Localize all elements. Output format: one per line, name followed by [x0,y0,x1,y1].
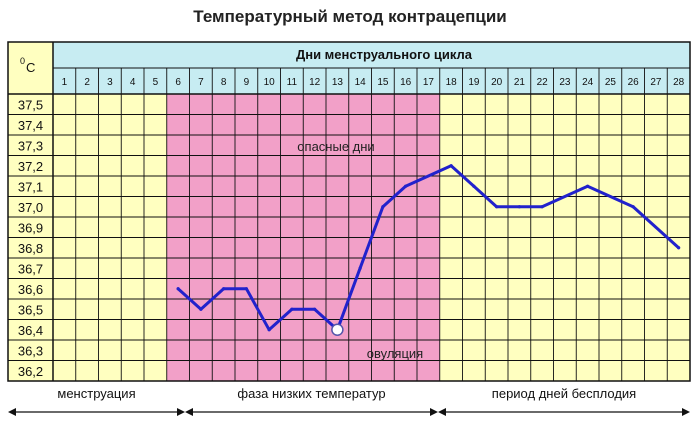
y-tick-label: 37,1 [18,179,43,194]
data-point [267,328,271,332]
x-tick-label: 24 [582,77,594,88]
x-tick-label: 11 [287,77,298,88]
ovulation-label: овуляция [367,346,423,361]
chart-series [176,164,681,336]
x-tick-label: 8 [221,77,227,88]
data-point [449,164,453,168]
x-tick-label: 13 [332,77,344,88]
phase-label: менструация [57,386,135,401]
x-axis-label: Дни менструального цикла [296,47,473,62]
x-tick-label: 25 [605,77,617,88]
phase-annotations: менструация фаза низких температур период … [8,386,690,416]
y-tick-label: 37,2 [18,159,43,174]
ovulation-marker [331,323,344,336]
x-tick-label: 10 [264,77,276,88]
unit-label-cell: 0 C [20,56,35,75]
phase-label: фаза низких температур [237,386,385,401]
phase-arrowhead-right [682,408,690,416]
chart-axis-labels: Дни менструального цикла опасные дни ову… [296,47,473,361]
data-point [358,266,362,270]
chart-grid: 1 2 3 4 5 6 7 8 9 10 11 12 13 14 15 16 17 18 19 20 21 22 23 24 2… [7,41,691,382]
data-point [540,205,544,209]
x-tick-label: 20 [491,77,503,88]
data-point [404,184,408,188]
x-tick-label: 21 [514,77,526,88]
chart-title: Температурный метод контрацепции [193,7,506,26]
data-point [176,287,180,291]
y-tick-label: 36,9 [18,220,43,235]
data-point [222,287,226,291]
data-point [631,205,635,209]
y-tick-label: 36,7 [18,261,43,276]
danger-zone-label: опасные дни [297,139,374,154]
y-tick-label: 36,8 [18,241,43,256]
data-point [199,307,203,311]
x-tick-label: 28 [673,77,685,88]
data-point [472,184,476,188]
x-tick-label: 15 [377,77,389,88]
phase-arrowhead-left [438,408,446,416]
x-tick-label: 16 [400,77,412,88]
data-point [244,287,248,291]
phase-arrowhead-left [8,408,16,416]
x-tick-label: 22 [537,77,549,88]
x-tick-label: 23 [559,77,571,88]
y-tick-label: 37,5 [18,97,43,112]
data-point [677,246,681,250]
x-tick-label: 27 [650,77,662,88]
y-tick-label: 37,3 [18,138,43,153]
phase-arrowhead-right [430,408,438,416]
x-tick-label: 1 [62,77,68,88]
x-tick-label: 14 [355,77,367,88]
y-tick-label: 36,3 [18,343,43,358]
y-tick-label: 36,6 [18,282,43,297]
data-point [517,205,521,209]
x-tick-label: 9 [244,77,250,88]
x-tick-label: 18 [446,77,458,88]
phase-arrowhead-left [185,408,193,416]
phase-arrowhead-right [177,408,185,416]
x-tick-label: 3 [107,77,113,88]
x-tick-label: 19 [468,77,480,88]
data-point [290,307,294,311]
data-point [586,184,590,188]
data-point [313,307,317,311]
y-tick-label: 36,5 [18,302,43,317]
y-tick-label: 37,4 [18,118,43,133]
unit-superscript: 0 [20,56,25,66]
unit-letter: C [26,60,35,75]
y-tick-label: 37,0 [18,200,43,215]
y-tick-label: 36,2 [18,364,43,379]
x-tick-label: 17 [423,77,435,88]
data-point [381,205,385,209]
data-point [495,205,499,209]
phase-label: период дней бесплодия [492,386,636,401]
x-tick-label: 7 [198,77,204,88]
x-tick-label: 2 [84,77,90,88]
x-tick-label: 6 [175,77,181,88]
x-tick-label: 26 [628,77,640,88]
y-tick-label: 36,4 [18,323,43,338]
x-tick-label: 5 [153,77,159,88]
x-tick-label: 12 [309,77,321,88]
x-tick-label: 4 [130,77,136,88]
